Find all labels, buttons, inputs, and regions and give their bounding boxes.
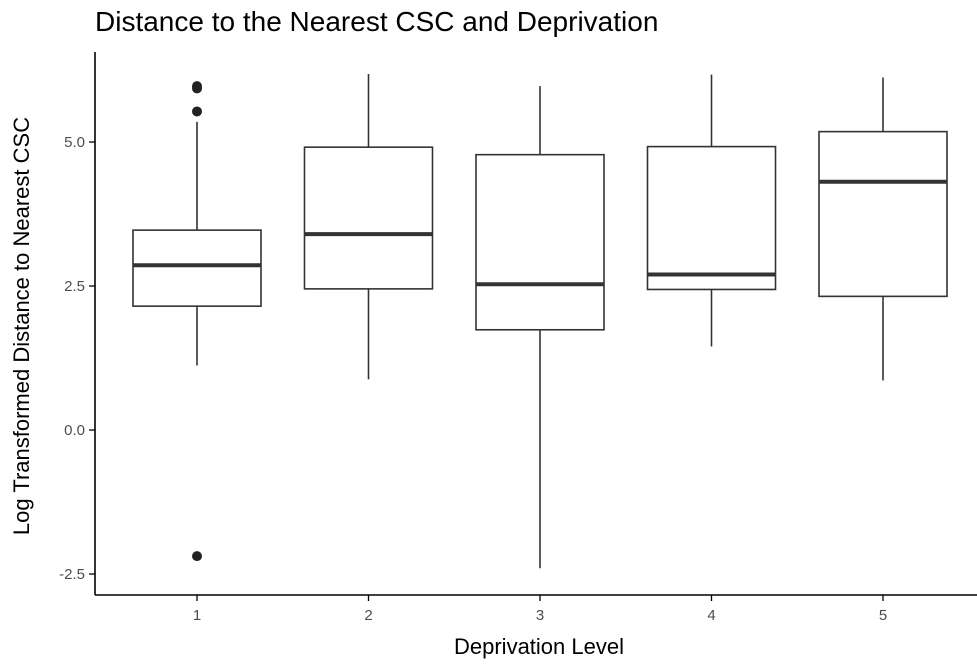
x-tick-label: 5: [879, 607, 887, 624]
outlier-point: [192, 81, 202, 92]
y-axis-label: Log Transformed Distance to Nearest CSC: [9, 117, 34, 535]
y-tick-label: 2.5: [64, 278, 85, 295]
x-tick-label: 3: [536, 607, 544, 624]
x-axis-label: Deprivation Level: [454, 634, 624, 659]
box-2: [303, 146, 434, 290]
box-3: [475, 153, 605, 331]
x-tick-label: 2: [364, 607, 372, 624]
box-5: [818, 130, 948, 298]
chart-title: Distance to the Nearest CSC and Deprivat…: [95, 6, 658, 37]
box-1: [132, 229, 262, 307]
x-tick-label: 1: [193, 607, 201, 624]
outlier-point: [192, 551, 202, 562]
y-tick-label: 5.0: [64, 134, 85, 151]
y-tick-label: -2.5: [59, 566, 85, 583]
y-tick-label: 0.0: [64, 422, 85, 439]
plot-area: -2.5 0.0 2.5 5.0 1 2 3 4 5: [59, 52, 977, 624]
outlier-point: [192, 106, 202, 117]
box-4: [646, 145, 777, 291]
x-tick-label: 4: [707, 607, 715, 624]
